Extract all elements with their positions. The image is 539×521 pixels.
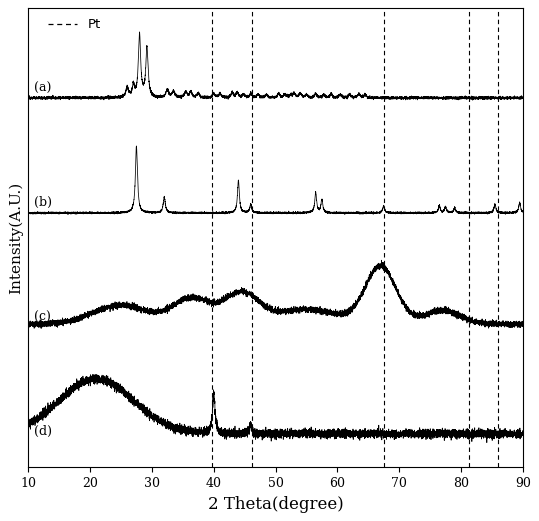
Legend: Pt: Pt	[43, 13, 107, 36]
Text: (d): (d)	[34, 425, 52, 438]
Text: (b): (b)	[34, 196, 52, 209]
Text: (a): (a)	[34, 82, 52, 95]
Y-axis label: Intensity(A.U.): Intensity(A.U.)	[8, 182, 23, 294]
Text: (c): (c)	[34, 311, 51, 324]
X-axis label: 2 Theta(degree): 2 Theta(degree)	[208, 495, 343, 513]
